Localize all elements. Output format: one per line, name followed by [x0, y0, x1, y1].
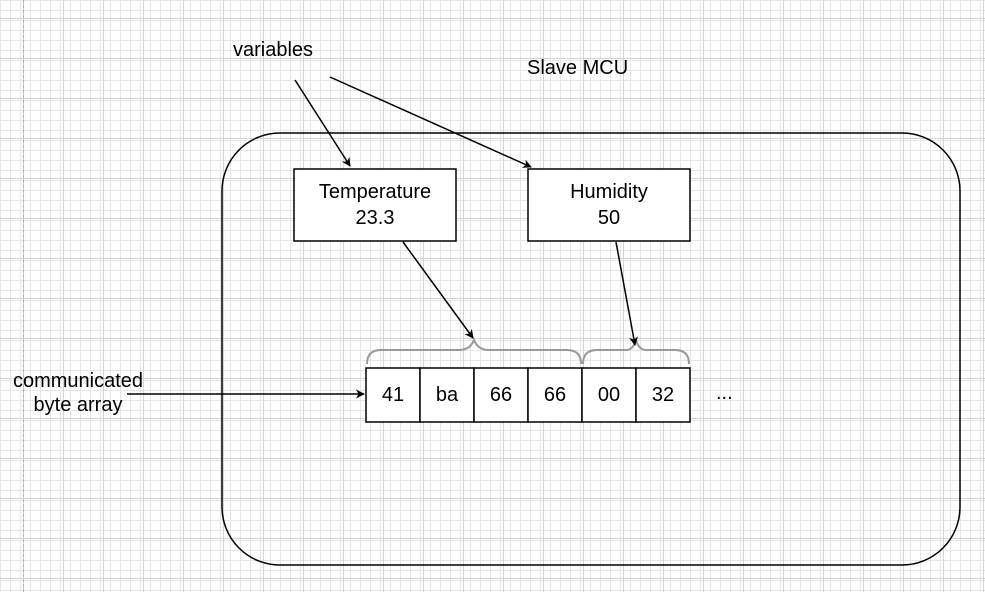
- byte-cell[interactable]: 41: [381, 383, 405, 406]
- byte-cell[interactable]: 00: [597, 383, 621, 406]
- page-boundary: [23, 0, 24, 592]
- byte-cell-outline[interactable]: [635, 367, 691, 423]
- humidity-value: 50: [597, 207, 621, 229]
- temperature-bytes-brace[interactable]: [366, 337, 582, 365]
- byte-array-cells: [365, 367, 691, 423]
- byte-array-ellipsis: ...: [716, 382, 733, 404]
- temperature-name: Temperature: [318, 181, 432, 203]
- byte-cell-outline[interactable]: [473, 367, 529, 423]
- slave-mcu-label: Slave MCU: [527, 57, 629, 79]
- byte-cell[interactable]: 66: [489, 383, 513, 406]
- temperature-to-bytes-arrow[interactable]: [402, 241, 474, 339]
- slave-mcu-container[interactable]: [221, 132, 961, 566]
- byte-array-label-line: byte array: [33, 394, 123, 416]
- variables-label: variables: [233, 39, 314, 61]
- byte-cell-outline[interactable]: [419, 367, 475, 423]
- humidity-name: Humidity: [570, 181, 648, 203]
- byte-cell-outline[interactable]: [527, 367, 583, 423]
- communicated-label-line: communicated: [12, 370, 144, 392]
- variables-to-humidity-arrow[interactable]: [329, 76, 532, 168]
- temperature-value: 23.3: [355, 207, 395, 229]
- humidity-box[interactable]: [527, 168, 691, 242]
- variables-to-temperature-arrow[interactable]: [294, 79, 351, 167]
- humidity-variable[interactable]: Humidity 50: [528, 169, 690, 241]
- byte-cell-outline[interactable]: [365, 367, 421, 423]
- humidity-to-bytes-arrow[interactable]: [615, 241, 638, 346]
- communicated-byte-array-label: communicated byte array: [0, 369, 156, 417]
- byte-cell-outline[interactable]: [581, 367, 637, 423]
- temperature-variable[interactable]: Temperature 23.3: [294, 169, 456, 241]
- byte-cell[interactable]: 66: [543, 383, 567, 406]
- byte-cell[interactable]: 32: [651, 383, 675, 406]
- temperature-box[interactable]: [293, 168, 457, 242]
- byte-cell[interactable]: ba: [435, 383, 459, 406]
- humidity-bytes-brace[interactable]: [582, 336, 690, 365]
